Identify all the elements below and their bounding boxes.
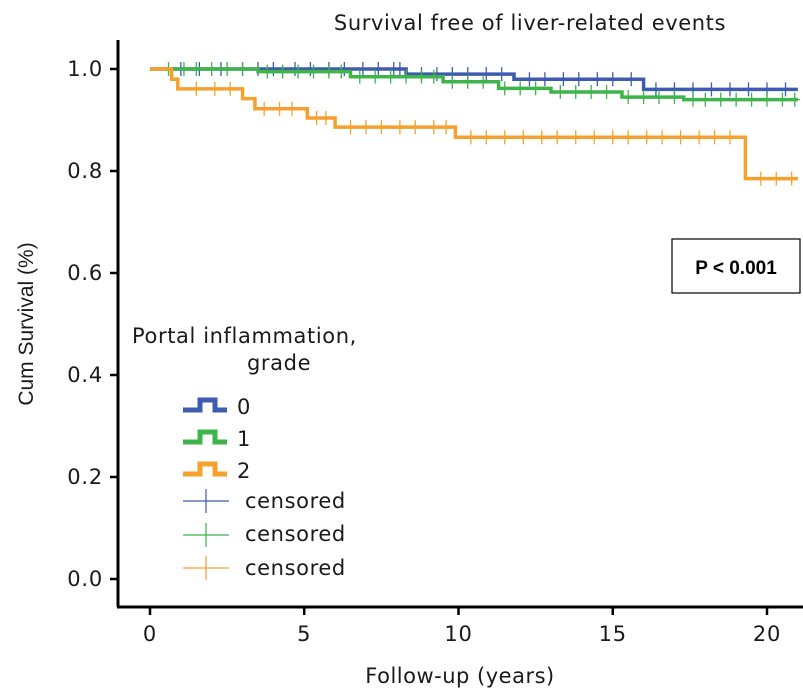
p-value-annotation: P < 0.001 (671, 238, 801, 294)
x-tick-label: 5 (297, 622, 311, 646)
legend-censor-symbol-1 (183, 523, 229, 547)
legend-label-0: 0 (237, 395, 251, 419)
x-tick-label: 15 (599, 622, 627, 646)
legend: Portal inflammation, grade 0 1 2 censore… (132, 324, 357, 580)
legend-censored-label-2: censored (245, 556, 346, 580)
chart-title: Survival free of liver-related events (334, 11, 726, 35)
legend-step-symbol-0 (183, 397, 227, 413)
x-axis-label: Follow-up (years) (365, 664, 554, 688)
legend-step-symbol-1 (183, 429, 227, 445)
y-tick-label: 0.6 (67, 261, 103, 285)
y-axis-label: Cum Survival (%) (15, 242, 38, 405)
legend-censored-label-0: censored (245, 489, 346, 513)
y-tick-label: 0.0 (67, 567, 103, 591)
x-tick-label: 10 (444, 622, 472, 646)
survival-curve-grade-1 (150, 67, 798, 102)
legend-label-1: 1 (237, 427, 251, 451)
legend-title-line1: Portal inflammation, (132, 324, 357, 348)
legend-step-symbol-2 (183, 461, 227, 477)
survival-curve-grade-2 (150, 67, 798, 181)
x-tick-label: 20 (753, 622, 781, 646)
x-ticks: 0 5 10 15 20 (143, 607, 781, 646)
y-ticks: 0.0 0.2 0.4 0.6 0.8 1.0 (67, 57, 118, 591)
y-tick-label: 1.0 (67, 57, 103, 81)
axes (116, 40, 803, 609)
y-tick-label: 0.4 (67, 363, 103, 387)
legend-title-line2: grade (247, 351, 311, 375)
y-tick-label: 0.2 (67, 465, 103, 489)
legend-censored-label-1: censored (245, 522, 346, 546)
survival-curve-grade-0 (150, 67, 798, 92)
y-tick-label: 0.8 (67, 159, 103, 183)
p-value-box (671, 238, 801, 294)
p-value-text: P < 0.001 (695, 258, 777, 279)
legend-censor-symbol-2 (183, 556, 229, 580)
x-tick-label: 0 (143, 622, 157, 646)
legend-censor-symbol-0 (183, 489, 229, 513)
survival-curves (150, 62, 800, 186)
legend-label-2: 2 (237, 459, 251, 483)
